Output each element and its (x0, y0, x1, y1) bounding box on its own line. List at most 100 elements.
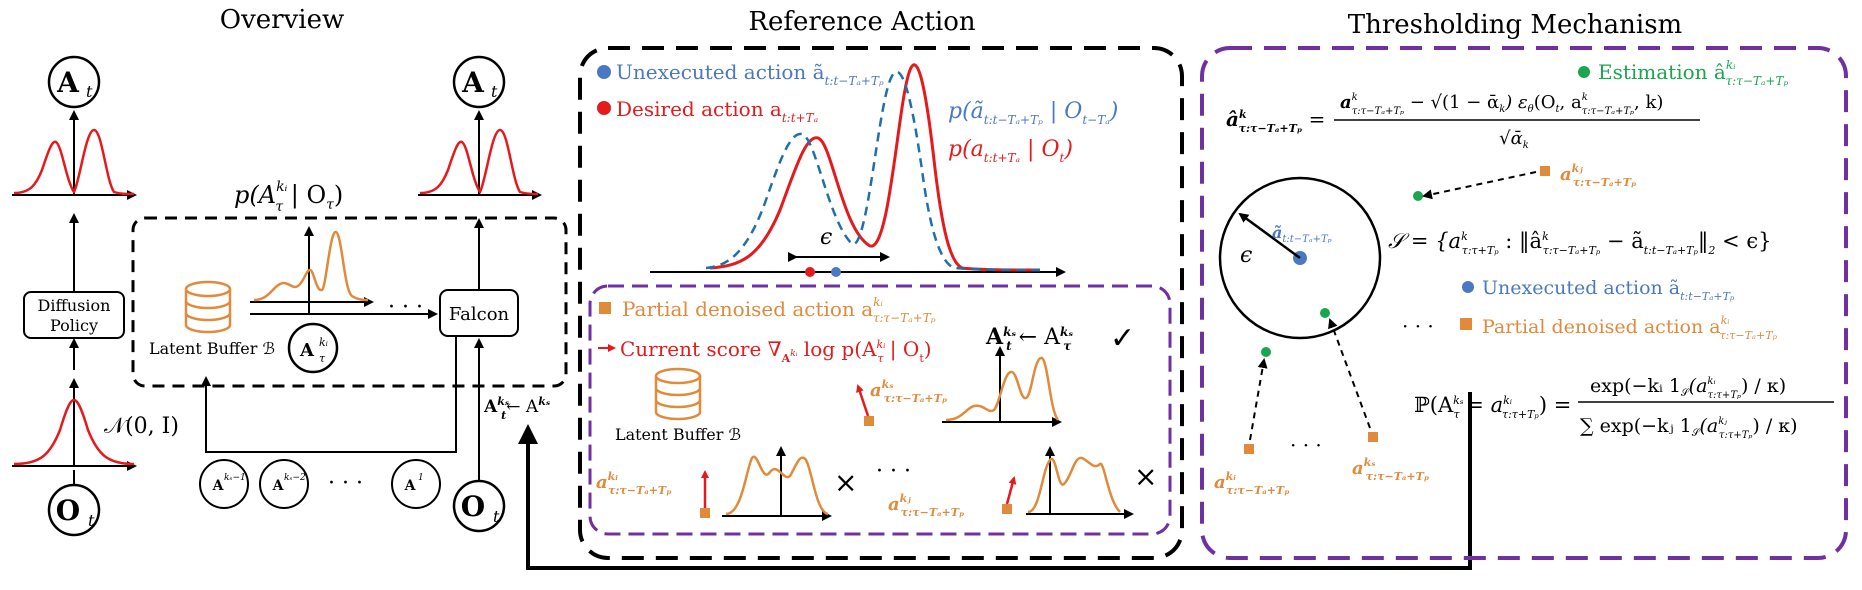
set-definition: 𝒮 = {ak τ:τ+Tₚ : ‖âk τ:τ−Tₐ+Tₚ − ãt:t−Tₐ+T… (1388, 229, 1771, 257)
circle-center-label: ãt:t−Tₐ+Tₚ (1272, 223, 1332, 245)
action-node-right-sub: t (491, 82, 498, 101)
action-node-right-label: A (461, 66, 485, 99)
history-dots: · · · (328, 471, 363, 496)
falcon-region (131, 216, 568, 388)
history-action-node-2: A kₛ−2 (259, 459, 309, 509)
latent-buffer-label: Latent Buffer ℬ (149, 339, 275, 358)
diffusion-policy-label-2: Policy (50, 316, 98, 335)
a-ks-label: akₛ τ:τ−Tₐ+Tₚ (870, 378, 948, 405)
estimate-point-top (1413, 191, 1423, 201)
estimation-legend: Estimation âkᵢ τ:τ−Tₐ+Tₚ (1598, 58, 1788, 88)
bottom-dots: · · · (1290, 433, 1322, 457)
selection-prob-lhs: ℙ(Akₛ τ = akᵢ τ:τ+Tₚ) = (1414, 393, 1571, 421)
a-ki-label: akᵢ τ:τ−Tₐ+Tₚ (596, 470, 672, 497)
estimate-numerator: ak τ:τ−Tₐ+Tₚ − √(1 − ᾱk) εθ(Ot, ak τ:τ−Tₐ+… (1340, 92, 1663, 117)
p-red-label: p(at:t+Tₐ | Ot) (948, 137, 1073, 165)
times-icon-2: × (1134, 460, 1157, 493)
partial-point-ks-bottom (1368, 432, 1378, 442)
partial-point-kj (1002, 504, 1012, 514)
feedback-loop-arrow (201, 336, 457, 453)
reference-panel: Unexecuted action ãt:t−Tₐ+Tₚ Desired act… (578, 46, 1184, 560)
buffer-action-node (287, 322, 339, 374)
partial-point-ki (700, 508, 710, 518)
epsilon-label: ϵ (820, 225, 832, 250)
score-arrow-ks (856, 384, 870, 417)
overview-panel: A t Diffusion Policy 𝒩(0, I) O t p(Akᵢ τ … (12, 55, 1472, 570)
unexecuted-legend: Unexecuted action ãt:t−Tₐ+Tₚ (616, 60, 884, 88)
legend-dots: · · · (1402, 314, 1434, 338)
action-node-left (47, 55, 101, 109)
desired-dist-curve (709, 63, 1041, 272)
radius-arrow (1238, 212, 1301, 260)
gaussian-curve (13, 398, 135, 466)
action-node-left-label: A (56, 66, 80, 99)
desired-legend: Desired action at:t+Tₐ (616, 97, 818, 125)
observation-node-right-label: O (461, 490, 485, 523)
circle-epsilon-label: ϵ (1240, 243, 1252, 268)
svg-text:A: A (272, 478, 285, 494)
svg-text:kᵢ: kᵢ (319, 336, 328, 349)
database-icon (184, 280, 232, 334)
svg-text:1: 1 (418, 473, 424, 483)
title-thresholding: Thresholding Mechanism (1348, 10, 1682, 40)
epsilon-ball (1218, 176, 1382, 340)
database-icon (654, 367, 702, 421)
partial-threshold-legend: Partial denoised action akᵢ τ:τ−Tₐ+Tₚ (1482, 314, 1778, 342)
estimate-point-inside (1320, 308, 1330, 318)
unexec-legend: Unexecuted action ãt:t−Tₐ+Tₚ (1482, 277, 1735, 303)
observation-node-right-sub: t (493, 507, 500, 526)
observation-node-left-label: O (56, 494, 80, 527)
partial-point-ks (864, 416, 874, 426)
threshold-box (1200, 46, 1848, 560)
assign-label: Akₛ t← Akₛ (483, 395, 550, 422)
partial-denoise-box (588, 284, 1172, 536)
buffer-dist-curve (253, 230, 369, 302)
action-node-left-sub: t (86, 82, 93, 101)
desired-marker (597, 101, 611, 115)
partial-point-kj-top (1540, 166, 1550, 176)
observation-node-left-sub: t (88, 511, 95, 530)
estimate-arrow-top (1422, 171, 1537, 200)
a-kj-label: akⱼ τ:τ−Tₐ+Tₚ (888, 492, 965, 519)
unexecuted-marker (597, 65, 611, 79)
buffer-action-node-label: A (299, 340, 315, 361)
estimation-marker (1578, 66, 1590, 78)
estimate-denominator: √ᾱk (1499, 128, 1529, 151)
selection-prob-denominator: ∑ exp(−kⱼ 1𝒮(akⱼ τ:τ+Tₚ) / κ) (1580, 415, 1798, 441)
ki-dist-curve (725, 455, 829, 516)
selection-return-arrow (518, 392, 1472, 570)
prob-label: p(Akᵢ τ | Oτ) (234, 179, 343, 215)
svg-text:A: A (404, 478, 417, 494)
partial-legend: Partial denoised action akᵢ τ:τ−Tₐ+Tₚ (622, 295, 936, 325)
history-action-node-1: A kₛ−1 (199, 459, 249, 509)
score-legend: Current score ∇Akᵢ log p(Akᵢ τ | Ot) (620, 337, 932, 365)
desired-point (805, 267, 815, 277)
reference-box (578, 46, 1184, 560)
unexec-legend-marker (1462, 281, 1474, 293)
score-arrow-kj (1005, 476, 1017, 505)
threshold-panel: Estimation âkᵢ τ:τ−Tₐ+Tₚ âk τ:τ−Tₐ+Tₚ = ak… (1200, 46, 1848, 560)
selection-prob-numerator: exp(−kᵢ 1𝒮(akᵢ τ:τ+Tₚ) / κ) (1590, 375, 1786, 401)
ref-dots: · · · (876, 459, 911, 484)
unexecuted-point (831, 267, 841, 277)
p-blue-label: p(ãt:t−Tₐ+Tₚ | Ot−Tₐ) (948, 99, 1118, 127)
title-overview: Overview (220, 5, 344, 35)
ks-dist-curve (945, 356, 1060, 422)
diffusion-policy-box (23, 291, 125, 339)
partial-legend-marker (1460, 318, 1472, 330)
overview-dots: · · · (388, 295, 423, 320)
history-action-node-3: A 1 (391, 459, 441, 509)
check-icon: ✓ (1110, 321, 1135, 356)
normal-label: 𝒩(0, I) (104, 414, 179, 439)
observation-node-right (452, 479, 506, 533)
bottom-a-ks: akₛ τ:τ−Tₐ+Tₚ (1352, 456, 1430, 483)
svg-text:kₛ−1: kₛ−1 (224, 473, 246, 483)
bottom-a-ki: akᵢ τ:τ−Tₐ+Tₚ (1214, 470, 1290, 497)
svg-text:kₛ−2: kₛ−2 (284, 473, 306, 483)
latent-buffer-inner-label: Latent Buffer ℬ (615, 425, 741, 444)
estimate-arrow-left (1249, 358, 1268, 441)
svg-text:A: A (212, 478, 225, 494)
action-node-right (452, 55, 506, 109)
kj-dist-curve (1027, 456, 1121, 514)
